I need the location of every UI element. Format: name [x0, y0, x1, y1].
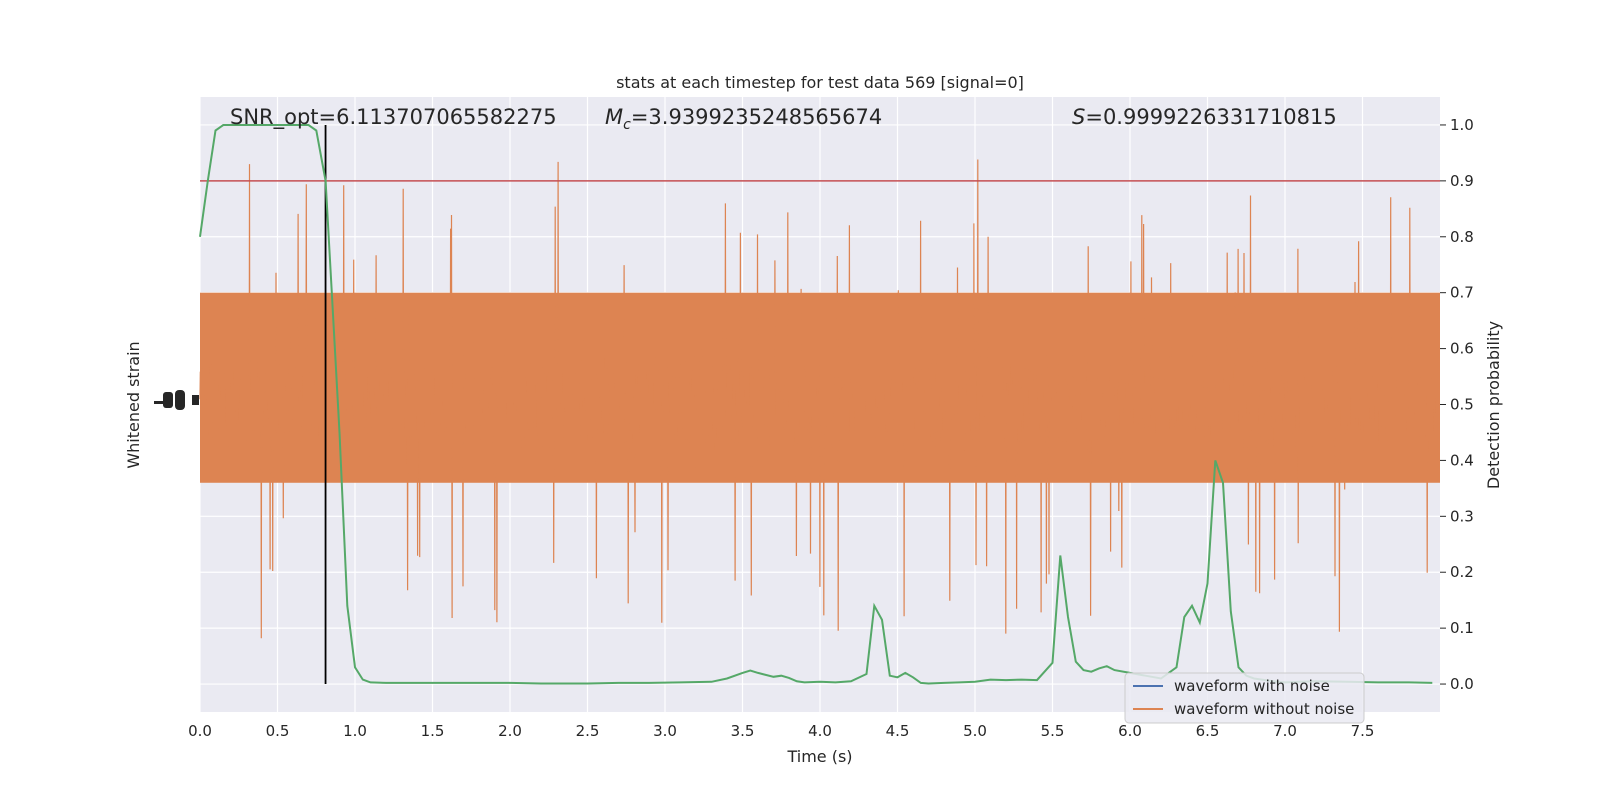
x-tick-label: 6.0 — [1118, 722, 1142, 740]
y-tick-label: 0.0 — [1450, 675, 1474, 693]
x-tick-label: 7.0 — [1273, 722, 1297, 740]
x-tick-label: 1.0 — [343, 722, 367, 740]
left-tick-blob — [154, 401, 166, 404]
x-tick-label: 2.0 — [498, 722, 522, 740]
left-tick-blob — [175, 390, 185, 410]
x-tick-label: 7.5 — [1351, 722, 1375, 740]
y-tick-label: 0.2 — [1450, 563, 1474, 581]
mc-symbol: M — [605, 105, 623, 129]
x-tick-label: 1.5 — [421, 722, 445, 740]
x-tick-label: 0.5 — [266, 722, 290, 740]
y-ticks-right: 0.0 0.1 0.2 0.3 0.4 0.5 0.6 0.7 0.8 0.9 1.0 — [1440, 116, 1474, 693]
x-tick-label: 5.5 — [1041, 722, 1065, 740]
y-tick-label: 0.4 — [1450, 451, 1474, 469]
waveform-without-noise-line — [199, 159, 1438, 639]
x-tick-label: 4.0 — [808, 722, 832, 740]
x-tick-label: 6.5 — [1196, 722, 1220, 740]
y-tick-label: 0.3 — [1450, 507, 1474, 525]
y-tick-label: 0.9 — [1450, 172, 1474, 190]
legend-label-with-noise: waveform with noise — [1174, 677, 1330, 695]
x-tick-label: 4.5 — [886, 722, 910, 740]
x-tick-label: 5.0 — [963, 722, 987, 740]
mc-annotation: Mc=3.9399235248565674 — [605, 105, 882, 133]
y-axis-label-right: Detection probability — [1484, 321, 1503, 489]
chart-title: stats at each timestep for test data 569… — [616, 73, 1024, 92]
s-value: =0.9999226331710815 — [1085, 105, 1336, 129]
x-tick-label: 2.5 — [576, 722, 600, 740]
series-waveform-without-noise — [199, 159, 1440, 639]
s-symbol: S — [1072, 105, 1085, 129]
s-annotation: S=0.9999226331710815 — [1072, 105, 1337, 129]
y-tick-label: 1.0 — [1450, 116, 1474, 134]
legend: waveform with noise waveform without noi… — [1124, 672, 1365, 724]
y-axis-label-left: Whitened strain — [124, 341, 143, 468]
left-tick-blob — [192, 395, 199, 405]
legend-box — [1124, 672, 1365, 724]
x-axis-label: Time (s) — [786, 747, 852, 766]
y-tick-label: 0.7 — [1450, 284, 1474, 302]
snr-annotation: SNR_opt=6.113707065582275 — [230, 105, 557, 130]
x-tick-label: 3.5 — [731, 722, 755, 740]
x-tick-label: 3.0 — [653, 722, 677, 740]
y-tick-label: 0.6 — [1450, 340, 1474, 358]
y-tick-label: 0.5 — [1450, 396, 1474, 414]
y-tick-label: 0.8 — [1450, 228, 1474, 246]
left-axis-overlapping-ticks — [154, 390, 199, 410]
x-ticks: 0.0 0.5 1.0 1.5 2.0 2.5 3.0 3.5 4.0 4.5 5.0 5.5 6.0 6… — [188, 722, 1374, 740]
detection-probability-line — [199, 124, 1433, 685]
x-tick-label: 0.0 — [188, 722, 212, 740]
left-tick-blob — [163, 392, 173, 408]
legend-label-without-noise: waveform without noise — [1174, 700, 1354, 718]
mc-subscript: c — [623, 117, 631, 133]
overlays — [199, 124, 1440, 685]
y-tick-label: 0.1 — [1450, 619, 1474, 637]
mc-value: =3.9399235248565674 — [631, 105, 882, 129]
